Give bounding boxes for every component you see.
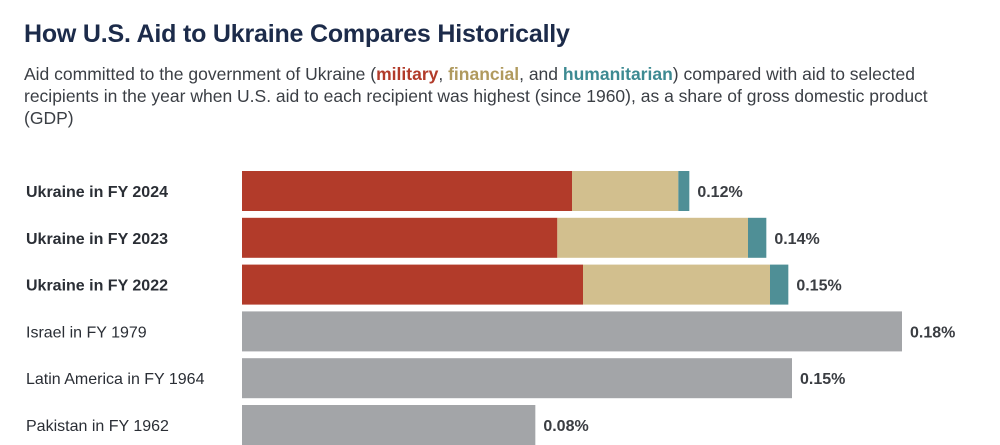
subtitle-text-start: Aid committed to the government of Ukrai… bbox=[24, 64, 377, 84]
category-label-pakistan-in-fy-1962: Pakistan in FY 1962 bbox=[26, 418, 169, 435]
bar-humanitarian-ukraine-in-fy-2022 bbox=[770, 264, 789, 305]
subtitle-military: military bbox=[376, 64, 439, 84]
bar-financial-ukraine-in-fy-2023 bbox=[557, 217, 748, 258]
value-label-latin-america-in-fy-1964: 0.15% bbox=[800, 371, 845, 388]
bar-financial-ukraine-in-fy-2024 bbox=[572, 171, 679, 211]
bar-military-ukraine-in-fy-2022 bbox=[242, 264, 583, 305]
category-label-ukraine-in-fy-2023: Ukraine in FY 2023 bbox=[26, 231, 168, 248]
bar-total-aid-israel-in-fy-1979 bbox=[242, 311, 902, 352]
category-label-ukraine-in-fy-2024: Ukraine in FY 2024 bbox=[26, 184, 168, 201]
value-label-pakistan-in-fy-1962: 0.08% bbox=[543, 418, 588, 435]
category-label-ukraine-in-fy-2022: Ukraine in FY 2022 bbox=[26, 278, 168, 295]
value-label-ukraine-in-fy-2022: 0.15% bbox=[796, 278, 841, 295]
bar-total-aid-pakistan-in-fy-1962 bbox=[242, 405, 536, 445]
subtitle-financial: financial bbox=[448, 64, 520, 84]
category-label-israel-in-fy-1979: Israel in FY 1979 bbox=[26, 324, 147, 341]
bar-military-ukraine-in-fy-2023 bbox=[242, 217, 558, 258]
value-label-israel-in-fy-1979: 0.18% bbox=[910, 324, 955, 341]
subtitle-sep-2: , and bbox=[519, 64, 563, 84]
subtitle-humanitarian: humanitarian bbox=[562, 64, 673, 84]
bar-humanitarian-ukraine-in-fy-2024 bbox=[678, 171, 690, 211]
value-label-ukraine-in-fy-2024: 0.12% bbox=[697, 184, 742, 201]
bar-total-aid-latin-america-in-fy-1964 bbox=[242, 358, 792, 399]
chart-title: How U.S. Aid to Ukraine Compares Histori… bbox=[24, 20, 570, 48]
chart-subtitle: Aid committed to the government of Ukrai… bbox=[24, 63, 974, 129]
bar-financial-ukraine-in-fy-2022 bbox=[583, 264, 770, 305]
bar-military-ukraine-in-fy-2024 bbox=[242, 171, 572, 211]
bar-humanitarian-ukraine-in-fy-2023 bbox=[748, 217, 767, 258]
subtitle-sep-1: , bbox=[438, 64, 449, 84]
value-label-ukraine-in-fy-2023: 0.14% bbox=[774, 231, 819, 248]
subtitle-text-end: ) compared with aid to selected recipien… bbox=[24, 64, 928, 128]
category-label-latin-america-in-fy-1964: Latin America in FY 1964 bbox=[26, 371, 205, 388]
